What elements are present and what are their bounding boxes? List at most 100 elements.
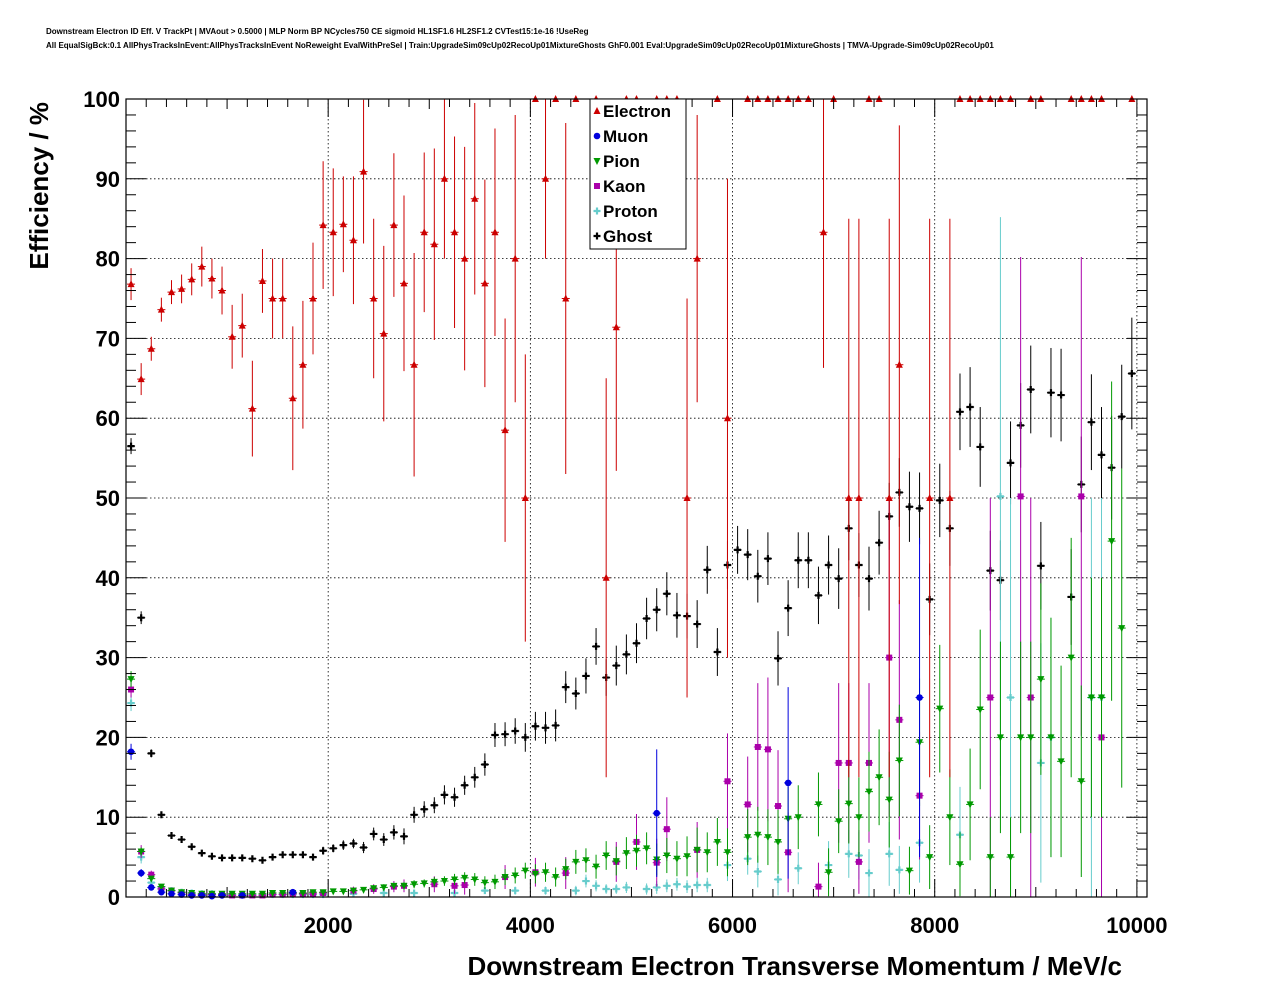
data-point — [602, 852, 610, 860]
data-point — [420, 228, 428, 236]
data-point — [865, 575, 873, 583]
data-point — [511, 872, 519, 880]
data-point — [157, 811, 165, 819]
data-point — [349, 887, 357, 895]
data-point — [531, 722, 539, 730]
data-point — [329, 844, 337, 852]
data-point — [562, 683, 570, 691]
data-point — [1007, 854, 1015, 862]
data-point — [440, 791, 448, 799]
data-point — [370, 294, 378, 302]
data-point — [329, 888, 337, 896]
data-point — [1118, 625, 1126, 633]
data-point — [370, 830, 378, 838]
data-point — [269, 294, 277, 302]
data-point — [218, 892, 226, 899]
data-point — [622, 850, 630, 858]
data-point — [137, 375, 145, 383]
data-point — [895, 757, 903, 765]
data-point — [572, 690, 580, 698]
data-point — [491, 228, 499, 236]
x-tick-label: 6000 — [708, 913, 757, 938]
data-point — [309, 889, 317, 897]
data-point — [339, 220, 347, 228]
data-point — [451, 228, 459, 236]
data-point — [572, 887, 580, 895]
data-point — [279, 294, 287, 302]
legend-marker — [593, 158, 601, 165]
data-point — [208, 274, 216, 282]
x-tick-label: 4000 — [506, 913, 555, 938]
data-point — [875, 539, 883, 547]
data-point — [683, 494, 691, 501]
data-point — [289, 394, 297, 402]
legend-label: Proton — [603, 202, 658, 221]
data-point — [461, 254, 469, 262]
data-point — [299, 851, 307, 859]
data-point — [299, 890, 307, 898]
data-point — [309, 853, 317, 861]
y-tick-label: 70 — [96, 326, 120, 351]
data-point — [521, 733, 529, 741]
y-tick-label: 30 — [96, 646, 120, 671]
data-point — [471, 876, 479, 884]
data-point — [926, 854, 934, 862]
data-point — [996, 734, 1004, 742]
data-point — [693, 620, 701, 628]
data-point — [1017, 493, 1024, 500]
data-point — [946, 814, 954, 822]
data-point — [855, 814, 863, 822]
data-point — [926, 494, 934, 501]
series-pion — [127, 381, 1126, 898]
data-point — [784, 604, 792, 612]
data-point — [764, 746, 771, 753]
data-point — [956, 861, 964, 869]
data-point — [602, 573, 610, 581]
legend-marker — [593, 207, 601, 215]
data-point — [511, 887, 519, 895]
data-point — [370, 885, 378, 893]
x-tick-label: 2000 — [304, 913, 353, 938]
data-point — [137, 869, 145, 877]
data-point — [895, 360, 903, 368]
data-point — [178, 284, 186, 292]
data-point — [127, 442, 135, 450]
data-point — [238, 321, 246, 329]
data-point — [410, 889, 418, 897]
data-point — [218, 854, 226, 862]
data-point — [905, 503, 913, 511]
data-point — [814, 801, 822, 809]
data-point — [602, 885, 610, 893]
data-point — [511, 254, 519, 262]
data-point — [451, 882, 458, 889]
data-point — [612, 858, 620, 866]
data-point — [1007, 459, 1015, 467]
data-point — [380, 884, 388, 892]
data-point — [855, 858, 862, 865]
data-point — [936, 496, 944, 504]
y-tick-label: 40 — [96, 566, 120, 591]
y-tick-label: 90 — [96, 167, 120, 192]
data-point — [127, 280, 135, 288]
data-point — [1037, 676, 1045, 684]
data-point — [198, 262, 206, 270]
data-point — [178, 836, 186, 844]
data-point — [380, 329, 388, 337]
data-point — [905, 867, 913, 875]
data-point — [471, 194, 479, 202]
data-point — [208, 892, 216, 900]
data-point — [885, 850, 893, 858]
data-point — [986, 854, 994, 862]
data-point — [1037, 562, 1045, 570]
data-point — [471, 773, 479, 781]
legend-entry-kaon: Kaon — [594, 177, 646, 196]
data-point — [1047, 734, 1055, 742]
data-point — [1118, 413, 1126, 421]
x-tick-label: 10000 — [1106, 913, 1167, 938]
data-point — [814, 591, 822, 599]
data-point — [309, 294, 317, 302]
legend-label: Pion — [603, 152, 640, 171]
legend-entry-proton: Proton — [593, 202, 658, 221]
data-point — [996, 492, 1004, 500]
data-point — [966, 801, 974, 809]
